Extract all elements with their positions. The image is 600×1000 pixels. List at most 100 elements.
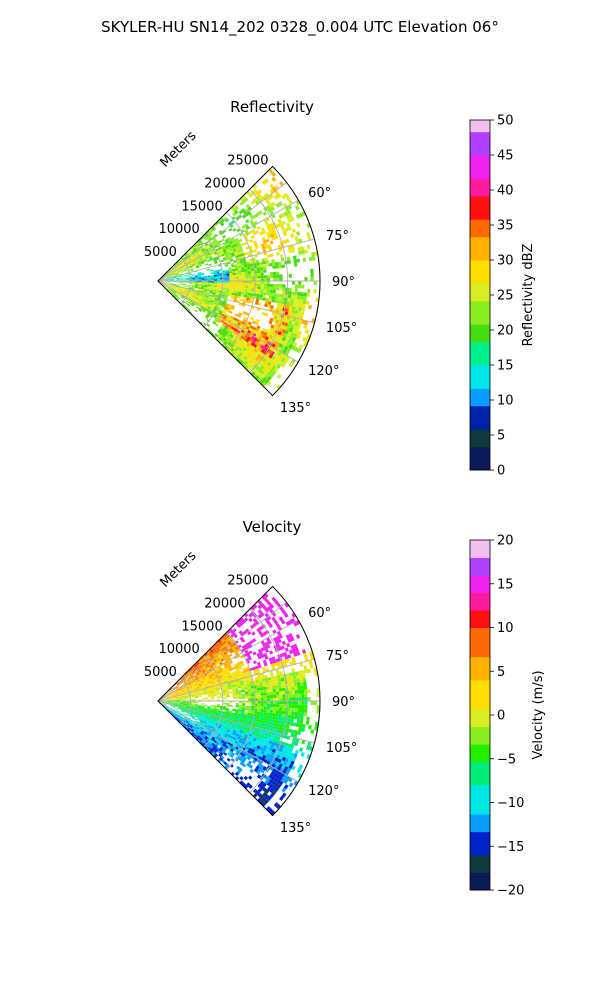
data-cell <box>296 348 302 354</box>
data-cell <box>288 782 294 788</box>
data-cell <box>294 346 299 352</box>
data-cell <box>225 318 230 322</box>
data-cell <box>282 341 288 347</box>
data-cell <box>225 711 229 715</box>
data-cell <box>207 288 211 291</box>
data-cell <box>229 286 233 289</box>
data-cell <box>234 313 239 317</box>
data-cell <box>170 698 174 700</box>
data-cell <box>197 735 201 739</box>
data-cell <box>195 728 199 732</box>
data-cell <box>241 291 245 295</box>
data-cell <box>239 718 244 722</box>
data-cell <box>281 640 287 646</box>
data-cell <box>271 370 277 376</box>
colorbar-swatch <box>470 668 490 675</box>
data-cell <box>230 726 235 731</box>
data-cell <box>232 248 237 252</box>
data-cell <box>175 292 179 296</box>
data-cell <box>217 673 222 676</box>
data-cell <box>265 715 270 719</box>
data-cell <box>298 303 303 308</box>
data-cell <box>241 339 246 344</box>
data-cell <box>224 304 229 308</box>
data-cell <box>201 703 205 705</box>
data-cell <box>194 309 198 313</box>
colorbar-swatch <box>470 744 490 751</box>
data-cell <box>287 331 292 336</box>
data-cell <box>245 283 249 286</box>
data-cell <box>255 259 260 263</box>
data-cell <box>223 720 227 724</box>
data-cell <box>261 678 266 682</box>
data-cell <box>184 691 188 694</box>
data-cell <box>205 730 209 734</box>
data-cell <box>237 295 241 299</box>
data-cell <box>225 687 229 691</box>
data-cell <box>226 757 231 762</box>
data-cell <box>219 661 223 666</box>
data-cell <box>262 683 267 688</box>
data-cell <box>280 357 286 363</box>
data-cell <box>172 287 176 290</box>
data-cell <box>187 303 191 307</box>
data-cell <box>277 678 282 682</box>
data-cell <box>196 293 200 296</box>
data-cell <box>215 688 220 691</box>
r-tick-label: 15000 <box>181 199 222 214</box>
data-cell <box>217 727 221 731</box>
data-cell <box>176 699 180 701</box>
data-cell <box>228 335 233 340</box>
data-cell <box>241 645 246 649</box>
colorbar-swatch <box>470 715 490 722</box>
data-cell <box>207 282 211 284</box>
data-cell <box>218 748 223 752</box>
data-cell <box>229 273 233 276</box>
data-cell <box>292 317 297 322</box>
data-cell <box>294 235 299 241</box>
data-cell <box>278 335 284 341</box>
data-cell <box>185 706 189 709</box>
data-cell <box>185 706 189 708</box>
data-cell <box>206 290 211 293</box>
data-cell <box>183 688 187 691</box>
data-cell <box>288 701 292 705</box>
data-cell <box>188 311 192 315</box>
data-cell <box>194 249 198 253</box>
data-cell <box>313 281 317 286</box>
data-cell <box>269 712 273 717</box>
data-cell <box>180 290 184 293</box>
data-cell <box>251 740 256 745</box>
data-cell <box>230 220 235 225</box>
data-cell <box>175 266 179 269</box>
data-cell <box>179 704 183 707</box>
data-cell <box>278 264 282 269</box>
data-cell <box>177 716 181 719</box>
data-cell <box>245 353 251 358</box>
data-cell <box>208 263 212 266</box>
data-cell <box>269 183 275 189</box>
data-cell <box>188 295 192 298</box>
data-cell <box>170 282 174 284</box>
data-cell <box>213 286 217 289</box>
data-cell <box>278 360 284 366</box>
data-cell <box>227 734 232 738</box>
data-cell <box>190 269 194 272</box>
data-cell <box>217 219 222 224</box>
colorbar-tick-label: −20 <box>497 884 524 899</box>
data-cell <box>246 762 251 767</box>
data-cell <box>220 251 225 255</box>
data-cell <box>243 330 248 335</box>
data-cell <box>194 692 198 695</box>
data-cell <box>192 701 196 703</box>
data-cell <box>223 663 228 668</box>
colorbar-swatch <box>470 271 490 278</box>
data-cell <box>265 683 270 687</box>
data-cell <box>298 250 302 255</box>
data-cell <box>300 681 304 687</box>
theta-tick-label: 135° <box>280 401 311 416</box>
data-cell <box>250 235 255 240</box>
data-cell <box>249 239 253 243</box>
colorbar-swatch <box>470 785 490 792</box>
data-cell <box>164 279 168 281</box>
